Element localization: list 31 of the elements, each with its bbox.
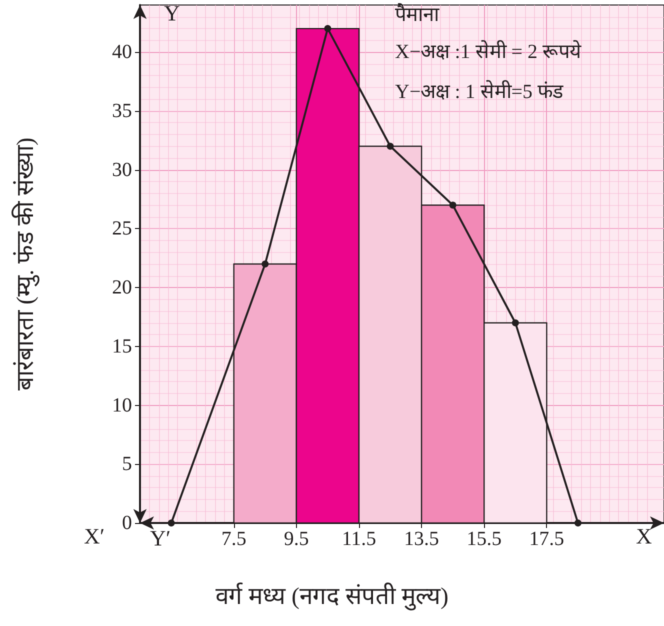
x-tick-label: 13.5	[404, 528, 440, 550]
x-axis-title: वर्ग मध्य (नगद संपती मुल्य)	[216, 582, 448, 611]
x-tick-label: 11.5	[342, 528, 376, 550]
y-axis-title: बारंबारता (म्यु. फंड की संख्या)	[11, 138, 40, 390]
point	[324, 25, 332, 32]
y-tick-label: 30	[112, 158, 132, 181]
point	[168, 520, 175, 526]
point	[512, 319, 519, 326]
y-tick-label: 15	[112, 335, 132, 358]
y-tick-label: 0	[122, 512, 132, 534]
annotation: Y	[164, 0, 180, 26]
x-tick-label: 7.5	[221, 528, 246, 550]
x-tick-label: 15.5	[466, 528, 502, 550]
annotation: X−अक्ष :1 सेमी = 2 रूपये	[395, 40, 582, 63]
x-tick-label: 17.5	[529, 528, 564, 550]
point	[386, 142, 394, 150]
point	[574, 520, 582, 526]
text: X′	[84, 524, 105, 548]
text: Y′	[150, 526, 171, 550]
y-tick-label: 20	[112, 276, 132, 299]
y-tick-label: 40	[112, 41, 132, 64]
annotation: Y−अक्ष : 1 सेमी=5 फंड	[395, 80, 564, 103]
y-tick-label: 5	[122, 453, 132, 476]
annotation: पैमाना	[395, 3, 440, 26]
text: X	[636, 524, 652, 548]
point	[262, 260, 269, 268]
point	[449, 202, 456, 209]
y-tick-label: 25	[112, 218, 132, 240]
x-tick-label: 9.5	[284, 528, 309, 550]
y-tick-label: 10	[112, 394, 132, 416]
y-tick-label: 35	[112, 100, 132, 122]
